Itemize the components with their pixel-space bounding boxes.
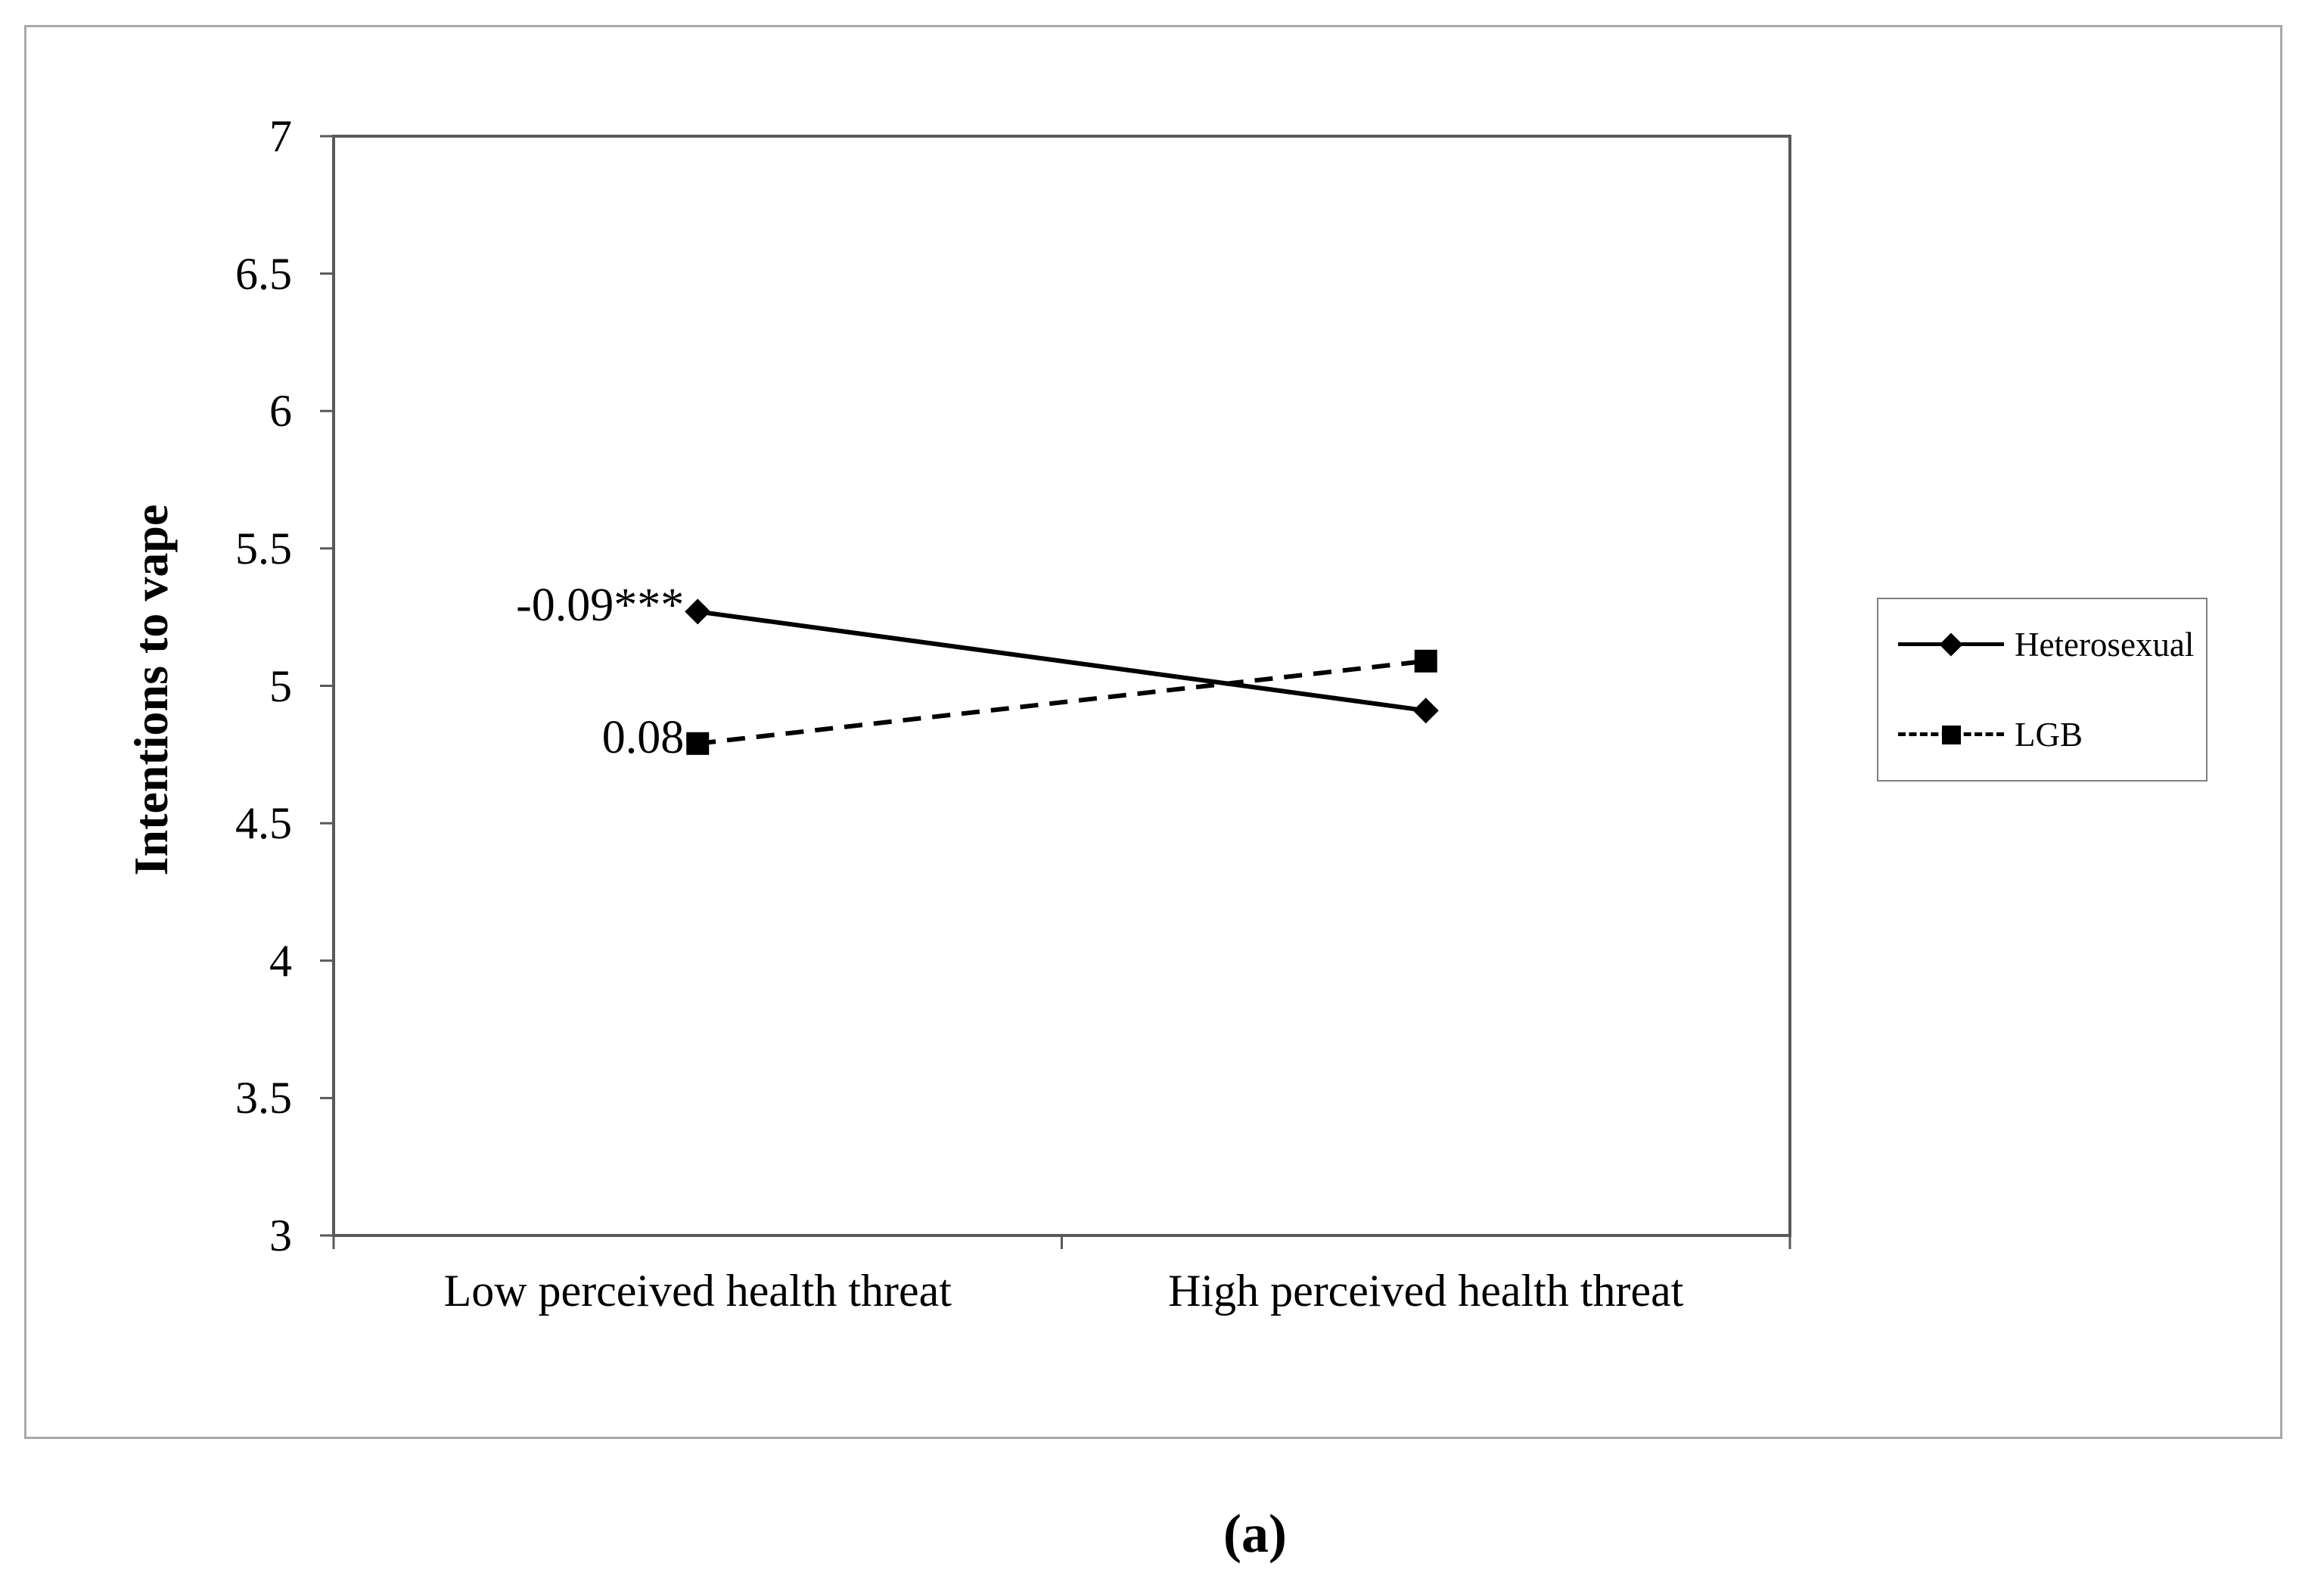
legend-line-sample bbox=[1898, 629, 2004, 660]
diamond-marker-icon bbox=[1939, 632, 1963, 657]
series-line-lgb bbox=[697, 658, 1427, 746]
square-marker-icon bbox=[1942, 726, 1961, 745]
y-tick-label: 3.5 bbox=[235, 1073, 292, 1123]
plot-area-border bbox=[332, 135, 1791, 1237]
y-tick-label: 4.5 bbox=[235, 798, 292, 849]
y-tick-label: 3 bbox=[269, 1211, 292, 1260]
figure-caption: (a) bbox=[1223, 1503, 1287, 1564]
y-tick-label: 6.5 bbox=[235, 248, 292, 299]
legend-entry-heterosexual: Heterosexual bbox=[1878, 599, 2206, 690]
square-marker bbox=[1414, 649, 1437, 673]
slope-annotation: 0.08 bbox=[601, 711, 685, 763]
legend-label: Heterosexual bbox=[2015, 625, 2195, 664]
legend-label: LGB bbox=[2015, 716, 2083, 754]
diamond-marker bbox=[1412, 698, 1439, 724]
y-tick-label: 7 bbox=[269, 111, 292, 161]
x-category-label: Low perceived health threat bbox=[443, 1266, 952, 1316]
legend-line-sample bbox=[1898, 719, 2004, 750]
square-marker bbox=[686, 732, 710, 755]
y-tick-label: 5 bbox=[269, 660, 292, 711]
legend-entry-lgb: LGB bbox=[1878, 690, 2206, 781]
x-category-label: High perceived health threat bbox=[1168, 1266, 1684, 1316]
diamond-marker bbox=[685, 598, 711, 625]
y-tick-label: 6 bbox=[269, 386, 292, 437]
series-line-heterosexual bbox=[697, 609, 1427, 713]
y-tick-label: 4 bbox=[269, 935, 292, 986]
slope-annotation: -0.09*** bbox=[516, 580, 685, 632]
y-tick-label: 5.5 bbox=[235, 523, 292, 573]
legend: Heterosexual LGB bbox=[1877, 598, 2207, 782]
